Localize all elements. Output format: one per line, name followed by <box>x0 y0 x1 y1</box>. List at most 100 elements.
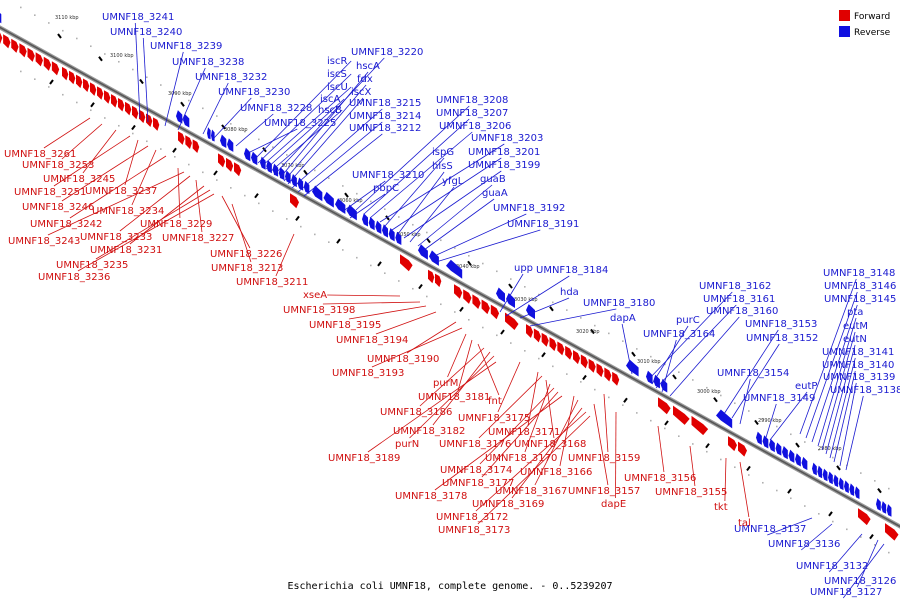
forward-leader-line <box>124 139 139 186</box>
scale-dot <box>734 466 736 469</box>
scale-dot <box>286 218 288 220</box>
reverse-leader-line <box>349 193 386 219</box>
forward-gene-arrow <box>104 90 111 104</box>
reverse-gene-label: UMNF18_3215 <box>349 98 421 109</box>
scale-dot <box>510 278 512 280</box>
reverse-leader-line <box>529 308 617 327</box>
forward-gene-arrow <box>132 105 139 120</box>
reverse-gene-label: purC <box>676 315 700 326</box>
reverse-leader-line <box>647 291 733 381</box>
scale-dot <box>118 124 120 127</box>
scale-dot <box>342 249 344 251</box>
forward-leader-line <box>475 411 587 512</box>
scale-dot <box>48 22 50 24</box>
tick-label: 3100 kbp <box>110 53 134 59</box>
scale-dot <box>426 231 428 234</box>
reverse-gene-arrow <box>323 191 334 208</box>
scale-dot <box>286 154 288 156</box>
reverse-leader-line <box>767 517 813 536</box>
reverse-leader-line <box>769 391 808 441</box>
scale-dot <box>468 254 470 257</box>
forward-gene-arrow <box>557 341 565 356</box>
reverse-leader-line <box>409 186 455 243</box>
tick-dash <box>303 169 308 176</box>
reverse-gene-label: UMNF18_3136 <box>768 539 840 550</box>
forward-gene-arrow <box>658 397 671 415</box>
reverse-gene-arrow <box>388 228 395 242</box>
reverse-leader-line <box>273 57 385 176</box>
forward-leader-line <box>689 445 696 487</box>
scale-dot <box>132 132 134 135</box>
reverse-gene-arrow <box>251 151 258 166</box>
scale-dot <box>552 301 554 304</box>
forward-gene-label: UMNF18_3190 <box>367 354 439 365</box>
scale-dot <box>566 373 568 375</box>
scale-dot <box>706 450 708 453</box>
reverse-leader-line <box>283 84 367 182</box>
reverse-gene-label: upp <box>514 263 533 274</box>
forward-gene-label: UMNF18_3172 <box>436 512 508 523</box>
forward-gene-arrow <box>83 78 90 93</box>
forward-leader-line <box>322 301 421 305</box>
reverse-gene-label: UMNF18_3214 <box>349 111 421 122</box>
forward-gene-label: UMNF18_3237 <box>85 186 157 197</box>
tick-dash <box>221 124 226 130</box>
tick-dash <box>139 78 144 85</box>
reverse-leader-line <box>164 51 184 127</box>
scale-dot <box>454 311 456 313</box>
reverse-gene-label: hisS <box>432 161 453 172</box>
reverse-gene-arrow <box>881 501 887 514</box>
reverse-leader-line <box>811 304 858 443</box>
scale-dot <box>538 293 540 296</box>
scale-dot <box>146 140 148 143</box>
forward-gene-arrow <box>604 367 612 382</box>
reverse-gene-label: hscB <box>318 105 342 116</box>
forward-gene-arrow <box>472 294 481 310</box>
scale-dot <box>874 480 876 482</box>
reverse-gene-arrow <box>278 167 285 181</box>
reverse-gene-label: UMNF18_3232 <box>195 72 267 83</box>
forward-gene-arrow <box>218 153 226 168</box>
reverse-gene-label: UMNF18_3203 <box>471 133 543 144</box>
reverse-gene-label: UMNF18_3148 <box>823 268 895 279</box>
scale-dot <box>524 286 526 288</box>
scale-dot <box>524 350 526 352</box>
scale-dot <box>230 123 232 125</box>
scale-dot <box>804 441 806 443</box>
forward-gene-label: UMNF18_3234 <box>92 206 164 217</box>
tick-label: 3000 kbp <box>697 389 721 395</box>
reverse-gene-arrow <box>775 442 782 456</box>
tick-dash <box>746 465 751 472</box>
reverse-genes <box>0 12 892 517</box>
reverse-gene-arrow <box>227 138 234 152</box>
forward-leader-line <box>477 415 591 525</box>
reverse-leader-line <box>279 71 369 179</box>
reverse-gene-label: iscR <box>327 56 347 67</box>
reverse-gene-label: UMNF18_3241 <box>102 12 174 23</box>
forward-leader-line <box>367 361 497 453</box>
reverse-gene-label: UMNF18_3160 <box>706 306 778 317</box>
reverse-gene-label: eutP <box>795 381 817 392</box>
forward-leader-line <box>327 294 401 297</box>
reverse-gene-arrow <box>362 213 368 227</box>
forward-gene-arrow <box>490 304 500 320</box>
tick-dash <box>877 487 882 494</box>
scale-dot <box>818 449 820 451</box>
forward-gene-label: UMNF18_3229 <box>140 219 212 230</box>
scale-dot <box>146 76 148 79</box>
reverse-gene-arrow <box>346 204 357 221</box>
scale-dot <box>678 435 680 437</box>
scale-dot <box>636 412 638 414</box>
forward-leader-line <box>524 383 551 453</box>
forward-gene-label: UMNF18_3178 <box>395 491 467 502</box>
reverse-gene-label: UMNF18_3146 <box>824 281 896 292</box>
tick-label: 2980 kbp <box>818 446 842 452</box>
scale-dot <box>426 295 428 298</box>
reverse-gene-arrow <box>291 173 297 188</box>
tick-label: 3010 kbp <box>637 359 661 365</box>
scale-dot <box>664 427 666 430</box>
reverse-gene-arrow <box>795 453 801 467</box>
reverse-gene-arrow <box>626 359 639 377</box>
reverse-gene-label: UMNF18_3238 <box>172 57 244 68</box>
forward-gene-arrow <box>691 415 709 436</box>
